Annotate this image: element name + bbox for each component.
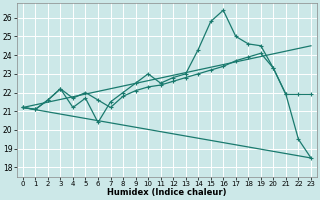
- X-axis label: Humidex (Indice chaleur): Humidex (Indice chaleur): [107, 188, 227, 197]
